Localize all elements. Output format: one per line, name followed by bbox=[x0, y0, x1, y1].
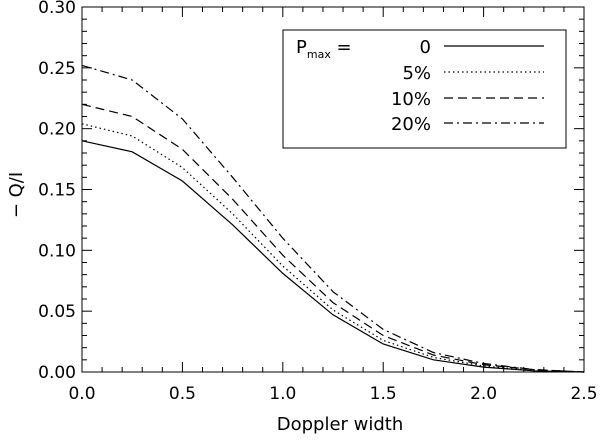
x-tick-label: 0.5 bbox=[169, 384, 196, 404]
y-tick-label: 0.15 bbox=[38, 181, 76, 201]
legend-label: 5% bbox=[402, 63, 431, 84]
series-layer bbox=[81, 64, 585, 373]
y-tick-label: 0.00 bbox=[38, 363, 76, 383]
legend-title-main: P bbox=[296, 37, 307, 58]
legend-title-suffix: = bbox=[331, 37, 358, 58]
legend-label: 0 bbox=[420, 37, 431, 58]
legend-title: Pmax = bbox=[296, 37, 357, 61]
plot-frame bbox=[81, 6, 585, 373]
series-line-4 bbox=[81, 64, 585, 373]
legend-title-subscript: max bbox=[307, 48, 331, 61]
x-tick-label: 2.0 bbox=[470, 384, 497, 404]
x-axis-label: Doppler width bbox=[277, 414, 404, 435]
legend-box bbox=[282, 29, 567, 149]
y-tick-label: 0.10 bbox=[38, 241, 76, 261]
x-tick-label: 0.0 bbox=[68, 384, 95, 404]
series-line-2 bbox=[81, 123, 585, 373]
y-tick-label: 0.20 bbox=[38, 120, 76, 140]
x-tick-label: 1.0 bbox=[269, 384, 296, 404]
y-axis-label: − Q/I bbox=[6, 172, 27, 218]
legend-label: 10% bbox=[391, 89, 431, 110]
x-axis: 0.0 0.5 1.0 1.5 2.0 2.5 bbox=[68, 7, 598, 404]
legend: Pmax = 0 5% 10% 20% bbox=[282, 29, 567, 149]
y-axis: 0.00 0.05 0.10 0.15 0.20 0.25 0.30 bbox=[38, 0, 584, 383]
y-tick-label: 0.25 bbox=[38, 59, 76, 79]
x-tick-label: 1.5 bbox=[370, 384, 397, 404]
y-tick-label: 0.05 bbox=[38, 302, 76, 322]
series-line-1 bbox=[81, 140, 585, 373]
y-tick-label: 0.30 bbox=[38, 0, 76, 18]
x-tick-label: 2.5 bbox=[570, 384, 597, 404]
series-line-3 bbox=[81, 103, 585, 373]
plot-area bbox=[81, 6, 585, 373]
legend-label: 20% bbox=[391, 114, 431, 135]
